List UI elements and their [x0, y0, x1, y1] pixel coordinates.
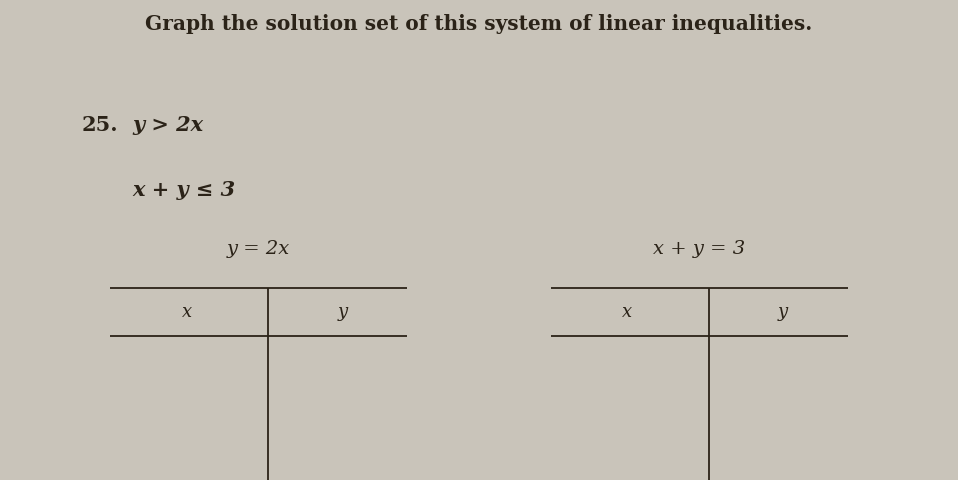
Text: y > 2x: y > 2x — [132, 115, 203, 135]
Text: y = 2x: y = 2x — [227, 240, 290, 258]
Text: x + y = 3: x + y = 3 — [653, 240, 745, 258]
Text: x + y ≤ 3: x + y ≤ 3 — [132, 180, 236, 200]
Text: y: y — [337, 303, 348, 321]
Text: x: x — [622, 303, 632, 321]
Text: x: x — [181, 303, 192, 321]
Text: Graph the solution set of this system of linear inequalities.: Graph the solution set of this system of… — [146, 14, 812, 35]
Text: 25.: 25. — [81, 115, 118, 135]
Text: y: y — [778, 303, 788, 321]
